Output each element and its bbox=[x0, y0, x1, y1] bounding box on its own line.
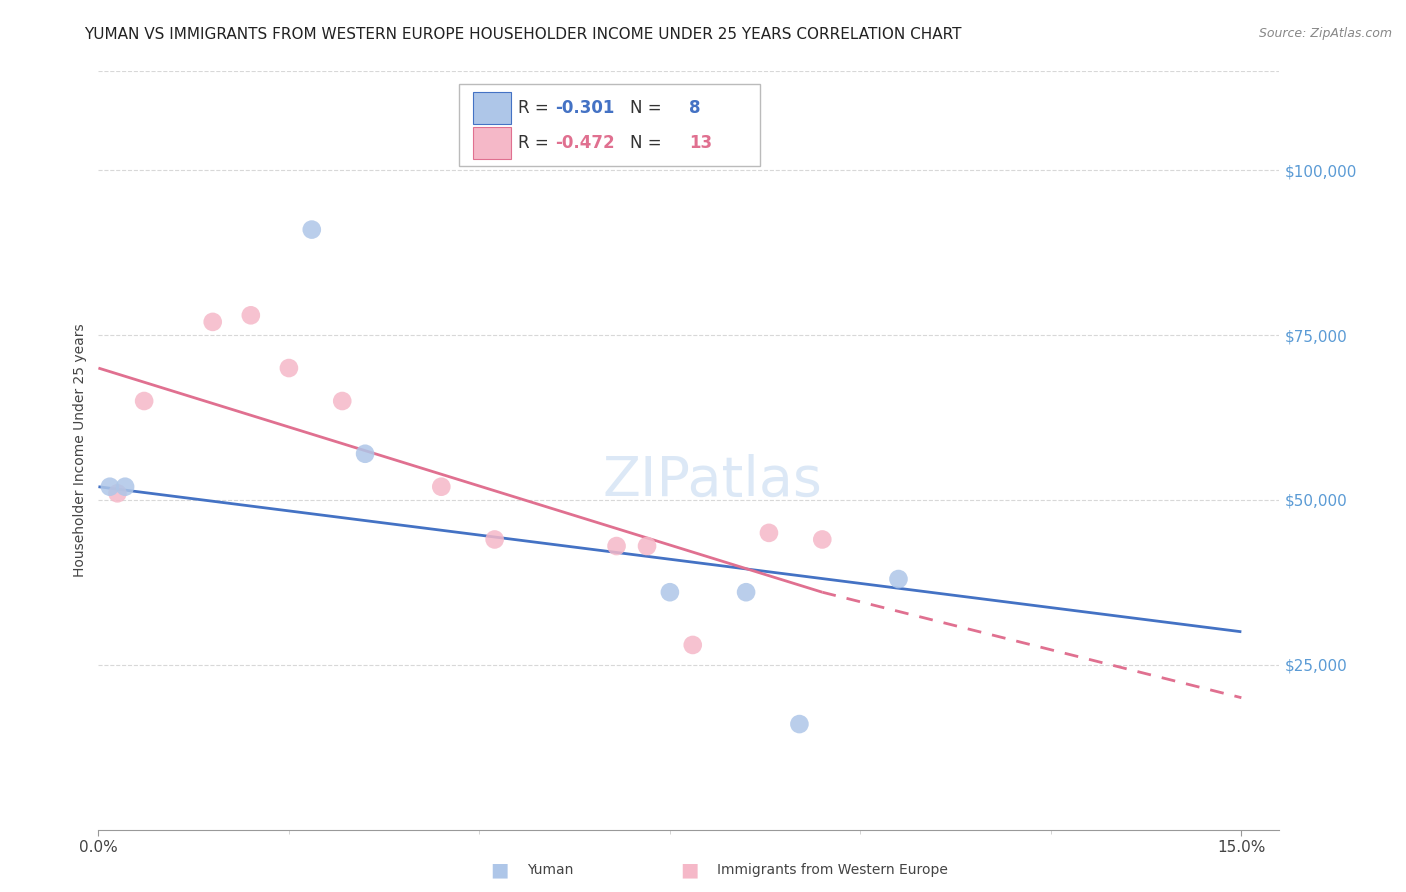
Point bbox=[658, 585, 681, 599]
FancyBboxPatch shape bbox=[458, 84, 759, 166]
Point bbox=[354, 447, 377, 461]
Text: 13: 13 bbox=[689, 134, 711, 152]
Point bbox=[201, 315, 224, 329]
Point bbox=[239, 308, 262, 322]
Text: R =: R = bbox=[517, 134, 548, 152]
Y-axis label: Householder Income Under 25 years: Householder Income Under 25 years bbox=[73, 324, 87, 577]
Point bbox=[758, 525, 780, 540]
Bar bbox=[472, 127, 510, 159]
Point bbox=[330, 394, 353, 409]
Text: ■: ■ bbox=[679, 860, 699, 880]
Point bbox=[98, 480, 121, 494]
Text: R =: R = bbox=[517, 99, 548, 117]
Text: Immigrants from Western Europe: Immigrants from Western Europe bbox=[717, 863, 948, 877]
Point bbox=[682, 638, 704, 652]
Text: 8: 8 bbox=[689, 99, 700, 117]
Point bbox=[735, 585, 758, 599]
Text: ■: ■ bbox=[489, 860, 509, 880]
Bar bbox=[472, 92, 510, 124]
Point bbox=[484, 533, 506, 547]
Point bbox=[636, 539, 658, 553]
Text: N =: N = bbox=[630, 99, 661, 117]
Point bbox=[107, 486, 129, 500]
Point bbox=[301, 222, 323, 236]
Point bbox=[277, 361, 299, 376]
Text: YUMAN VS IMMIGRANTS FROM WESTERN EUROPE HOUSEHOLDER INCOME UNDER 25 YEARS CORREL: YUMAN VS IMMIGRANTS FROM WESTERN EUROPE … bbox=[84, 27, 962, 42]
Point bbox=[430, 480, 453, 494]
Text: -0.472: -0.472 bbox=[555, 134, 614, 152]
Text: N =: N = bbox=[630, 134, 661, 152]
Point bbox=[789, 717, 811, 731]
Text: Yuman: Yuman bbox=[527, 863, 574, 877]
Point bbox=[606, 539, 628, 553]
Text: -0.301: -0.301 bbox=[555, 99, 614, 117]
Text: ZIPatlas: ZIPatlas bbox=[603, 454, 823, 508]
Point bbox=[887, 572, 910, 586]
Point bbox=[114, 480, 136, 494]
Point bbox=[811, 533, 834, 547]
Text: Source: ZipAtlas.com: Source: ZipAtlas.com bbox=[1258, 27, 1392, 40]
Point bbox=[134, 394, 156, 409]
